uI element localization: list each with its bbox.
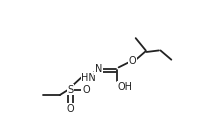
Text: OH: OH — [117, 82, 132, 92]
Text: O: O — [67, 104, 74, 114]
Text: HN: HN — [81, 73, 96, 83]
Text: N: N — [94, 64, 102, 74]
Text: S: S — [67, 85, 73, 95]
Text: O: O — [82, 85, 89, 95]
Text: O: O — [128, 56, 136, 66]
